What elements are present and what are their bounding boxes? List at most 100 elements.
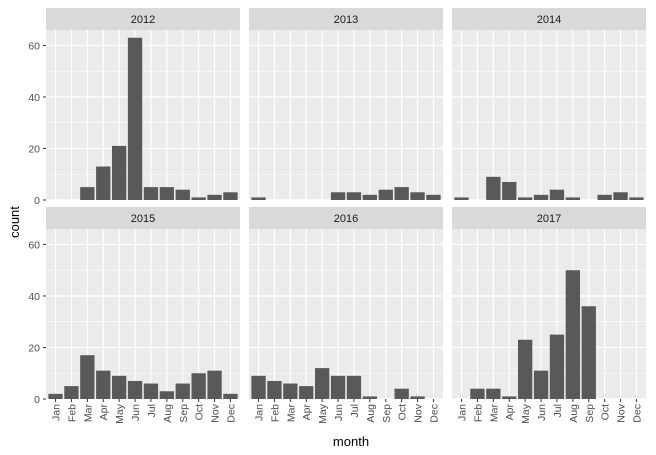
bar (363, 195, 377, 200)
bar (160, 391, 174, 399)
facet-strip-label: 2014 (537, 14, 561, 26)
bar (454, 197, 468, 200)
bar (176, 384, 190, 399)
bar (486, 177, 500, 200)
bar (566, 270, 580, 399)
facet-strip-label: 2016 (334, 213, 358, 225)
bar (410, 396, 424, 399)
faceted-bar-chart: month count 2012 0 20 40 60 2013 2014 2015 0 20 40… (0, 0, 656, 455)
bar (395, 187, 409, 200)
bar (192, 197, 206, 200)
bar (192, 373, 206, 399)
y-tick-label: 0 (34, 195, 40, 207)
y-tick-label: 60 (28, 40, 40, 52)
bar (582, 306, 596, 399)
x-tick-label: Oct (194, 404, 206, 420)
x-tick-label: Sep (178, 404, 190, 423)
bar (251, 376, 265, 399)
x-tick-label: Nov (616, 403, 628, 422)
bar (299, 386, 313, 399)
x-tick-label: Dec (225, 404, 237, 423)
x-tick-label: Dec (631, 404, 643, 423)
x-tick-label: Jun (536, 404, 548, 421)
facet-panel: 2012 0 20 40 60 (28, 8, 240, 207)
bar (128, 381, 142, 399)
bar (176, 190, 190, 200)
y-tick-label: 40 (28, 92, 40, 104)
bar (598, 195, 612, 200)
y-tick-label: 20 (28, 342, 40, 354)
bar (550, 190, 564, 200)
y-tick-label: 0 (34, 394, 40, 406)
facet-panel: 2014 (452, 8, 646, 200)
bar (112, 146, 126, 200)
x-tick-label: Jul (146, 404, 158, 417)
bar (518, 197, 532, 200)
bar (534, 195, 548, 200)
bar (207, 195, 221, 200)
bar (96, 167, 110, 200)
x-tick-label: Feb (66, 404, 78, 422)
x-tick-label: Sep (584, 404, 596, 423)
bar (331, 376, 345, 399)
facet-panel: 2017 Jan Feb Mar Apr May Jun Jul Aug Sep Oct Nov Dec (452, 207, 646, 424)
bar (96, 371, 110, 399)
x-tick-label: Sep (381, 404, 393, 423)
y-tick-label: 20 (28, 143, 40, 155)
bar (128, 38, 142, 200)
x-tick-label: Jun (130, 404, 142, 421)
bar (283, 384, 297, 399)
facet-strip-label: 2017 (537, 213, 561, 225)
facet-strip-label: 2015 (131, 213, 155, 225)
bar (395, 389, 409, 399)
bar (486, 389, 500, 399)
x-tick-label: Feb (269, 404, 281, 422)
x-axis-title: month (333, 434, 369, 449)
bar (470, 389, 484, 399)
x-tick-label: Aug (568, 404, 580, 423)
x-tick-label: Apr (301, 404, 313, 421)
bar (550, 335, 564, 399)
bar (347, 192, 361, 200)
x-tick-label: Nov (413, 403, 425, 422)
bar (363, 396, 377, 399)
x-tick-label: Nov (210, 403, 222, 422)
bar (80, 187, 94, 200)
x-tick-label: Apr (98, 404, 110, 421)
bar (379, 190, 393, 200)
x-tick-label: Aug (162, 404, 174, 423)
x-tick-label: Jan (254, 404, 266, 421)
bar (223, 192, 237, 200)
bar (315, 368, 329, 399)
x-tick-label: Mar (488, 404, 500, 423)
x-tick-label: Feb (472, 404, 484, 422)
facet-panel: 2013 (249, 8, 443, 200)
bar (80, 355, 94, 399)
y-axis-title: count (7, 206, 22, 238)
bar (613, 192, 627, 200)
x-tick-label: May (317, 403, 329, 424)
bar (502, 396, 516, 399)
x-tick-label: May (520, 403, 532, 424)
y-tick-label: 40 (28, 291, 40, 303)
x-tick-label: May (114, 403, 126, 424)
x-tick-label: Jan (457, 404, 469, 421)
x-tick-label: Mar (285, 404, 297, 423)
bar (347, 376, 361, 399)
bar (64, 386, 78, 399)
bar (251, 197, 265, 200)
y-tick-label: 60 (28, 239, 40, 251)
bar (518, 340, 532, 399)
x-tick-label: Apr (504, 404, 516, 421)
bar (426, 195, 440, 200)
bar (144, 187, 158, 200)
bar (331, 192, 345, 200)
facet-panel: 2016 Jan Feb Mar Apr May Jun Jul Aug Sep Oct Nov Dec (249, 207, 443, 424)
bar (48, 394, 62, 399)
x-tick-label: Aug (365, 404, 377, 423)
bar (502, 182, 516, 200)
facet-strip-label: 2012 (131, 14, 155, 26)
x-tick-label: Jan (51, 404, 63, 421)
facet-strip-label: 2013 (334, 14, 358, 26)
bar (144, 384, 158, 399)
